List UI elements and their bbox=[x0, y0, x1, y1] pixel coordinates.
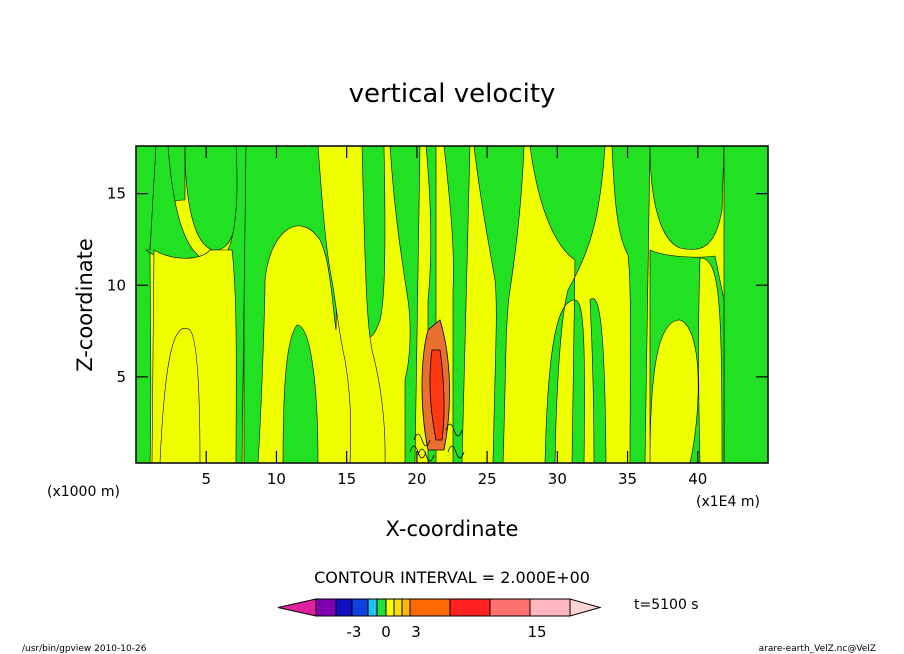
contour-line bbox=[413, 433, 431, 447]
x-tick-label: 30 bbox=[548, 470, 567, 488]
colorbar-cell bbox=[401, 598, 411, 617]
contour-line bbox=[409, 445, 427, 459]
x-tick-label: 25 bbox=[478, 470, 497, 488]
negative-region bbox=[443, 146, 471, 463]
contour-field bbox=[136, 146, 768, 463]
negative-region bbox=[389, 146, 421, 463]
colorbar-cell bbox=[385, 598, 395, 617]
contour-line bbox=[447, 445, 465, 459]
x-tick-label: 40 bbox=[688, 470, 707, 488]
updraft-peak bbox=[429, 349, 445, 441]
y-tick-label: 5 bbox=[116, 368, 126, 386]
contour-line bbox=[445, 423, 463, 437]
colorbar bbox=[277, 598, 602, 617]
colorbar-labels: -3 0 3 15 bbox=[347, 623, 547, 641]
x-tick-label: 35 bbox=[618, 470, 637, 488]
x-tick-label: 20 bbox=[407, 470, 426, 488]
contour-interval-label: CONTOUR INTERVAL = 2.000E+00 bbox=[314, 568, 590, 587]
positive-region bbox=[698, 257, 723, 463]
y-tick-label: 15 bbox=[107, 185, 126, 203]
plot-frame bbox=[135, 145, 769, 464]
negative-region bbox=[611, 146, 651, 463]
x-unit-right: (x1E4 m) bbox=[696, 494, 760, 510]
x-axis-label: X-coordinate bbox=[386, 517, 519, 541]
colorbar-cell bbox=[529, 598, 571, 617]
time-label: t=5100 s bbox=[634, 597, 699, 613]
footer-right: arare-earth_VelZ.nc@VelZ bbox=[759, 644, 876, 654]
colorbar-cell bbox=[449, 598, 491, 617]
colorbar-cell bbox=[376, 598, 387, 617]
negative-region bbox=[589, 298, 607, 463]
x-unit-left: (x1000 m) bbox=[47, 484, 120, 500]
chart-title: vertical velocity bbox=[349, 79, 556, 109]
x-tick-label: 5 bbox=[201, 470, 211, 488]
negative-region bbox=[649, 146, 725, 250]
colorbar-label: 15 bbox=[527, 623, 546, 641]
negative-region bbox=[282, 324, 319, 463]
footer-left: /usr/bin/gpview 2010-10-26 bbox=[22, 644, 147, 654]
negative-region bbox=[243, 146, 341, 463]
colorbar-cell bbox=[351, 598, 369, 617]
x-axis-ticks: 5 10 15 20 25 30 35 40 bbox=[201, 146, 707, 488]
colorbar-cell bbox=[315, 598, 337, 617]
colorbar-cell bbox=[367, 598, 378, 617]
contour-line bbox=[417, 448, 435, 462]
negative-region bbox=[529, 146, 606, 463]
colorbar-arrow-high bbox=[569, 598, 602, 617]
positive-region bbox=[317, 146, 386, 463]
y-axis-ticks: 5 10 15 bbox=[107, 185, 768, 386]
y-tick-label: 10 bbox=[107, 276, 126, 294]
colorbar-cell bbox=[409, 598, 451, 617]
colorbar-label: 0 bbox=[381, 623, 391, 641]
colorbar-label: 3 bbox=[411, 623, 421, 641]
field-regions bbox=[136, 146, 768, 463]
colorbar-cell bbox=[335, 598, 353, 617]
colorbar-cell bbox=[393, 598, 403, 617]
colorbar-arrow-low bbox=[277, 598, 317, 617]
colorbar-label: -3 bbox=[347, 623, 362, 641]
x-tick-label: 10 bbox=[267, 470, 286, 488]
colorbar-cell bbox=[489, 598, 531, 617]
x-tick-label: 15 bbox=[337, 470, 356, 488]
y-axis-label: Z-coordinate bbox=[73, 238, 97, 372]
